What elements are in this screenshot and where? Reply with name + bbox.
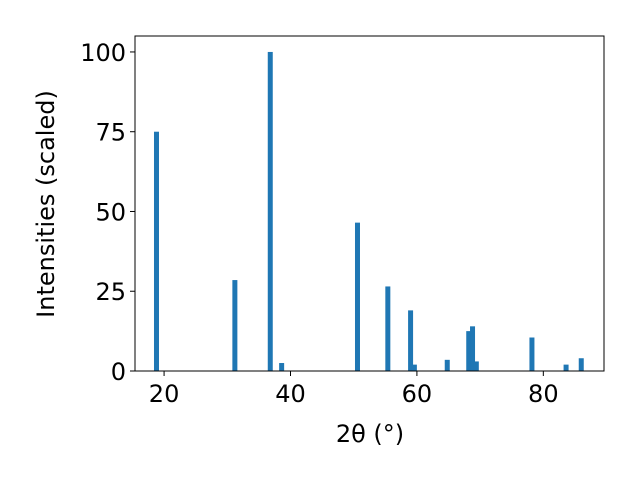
y-tick-label: 75 xyxy=(95,119,126,147)
x-ticks: 20 40 60 80 xyxy=(149,371,559,408)
bar xyxy=(473,361,479,371)
bar xyxy=(529,337,535,371)
bar xyxy=(408,310,414,371)
bar xyxy=(385,286,391,371)
bar xyxy=(470,326,476,371)
bar xyxy=(466,331,472,371)
plot-frame xyxy=(134,35,605,372)
bars-group xyxy=(153,51,584,371)
bar xyxy=(279,363,285,371)
bar xyxy=(153,131,159,371)
y-tick-label: 0 xyxy=(111,358,126,386)
bar xyxy=(354,222,360,371)
bar xyxy=(444,359,450,371)
bar xyxy=(232,280,238,371)
y-ticks: 0 25 50 75 100 xyxy=(80,39,135,386)
x-tick-label: 40 xyxy=(275,380,306,408)
x-tick-label: 60 xyxy=(402,380,433,408)
bar xyxy=(267,51,273,371)
bar xyxy=(411,364,417,371)
x-tick-label: 80 xyxy=(528,380,559,408)
x-axis-label: 2θ (°) xyxy=(336,420,404,448)
y-tick-label: 50 xyxy=(95,198,126,226)
bar xyxy=(563,364,569,371)
y-tick-label: 100 xyxy=(80,39,126,67)
y-axis-label: Intensities (scaled) xyxy=(32,90,60,318)
y-tick-label: 25 xyxy=(95,278,126,306)
bar xyxy=(578,358,584,371)
x-tick-label: 20 xyxy=(149,380,180,408)
